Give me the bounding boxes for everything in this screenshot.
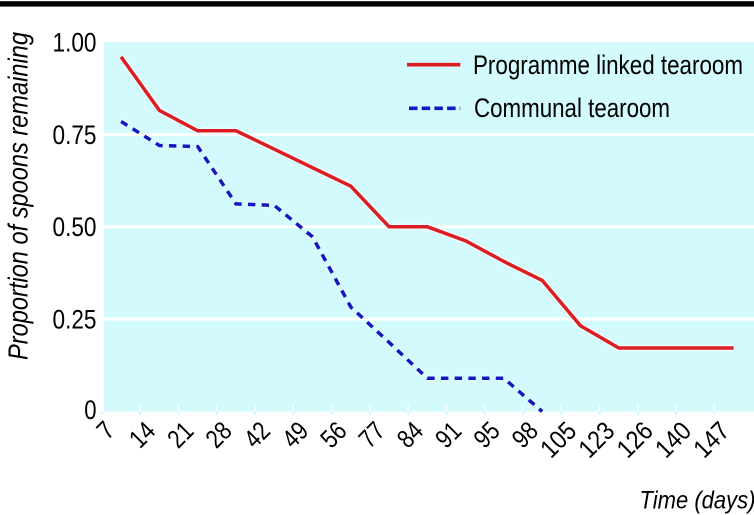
svg-text:42: 42 [238,416,276,454]
svg-text:7: 7 [90,415,120,445]
svg-text:77: 77 [353,416,391,454]
svg-text:49: 49 [276,416,314,454]
svg-text:Time (days): Time (days) [640,487,754,515]
svg-text:95: 95 [467,416,505,454]
svg-text:Proportion of spoons remaining: Proportion of spoons remaining [3,32,34,360]
svg-text:0.25: 0.25 [53,304,97,334]
svg-text:98: 98 [506,416,544,454]
svg-text:28: 28 [199,416,237,454]
svg-text:84: 84 [391,416,429,454]
svg-text:0.75: 0.75 [53,120,97,150]
svg-text:21: 21 [161,416,199,454]
svg-text:14: 14 [123,416,161,454]
svg-text:Programme linked tearoom: Programme linked tearoom [473,50,743,80]
svg-text:0.50: 0.50 [53,212,97,242]
svg-text:147: 147 [687,416,735,464]
svg-text:56: 56 [314,416,352,454]
svg-text:0: 0 [84,395,96,425]
svg-text:Communal tearoom: Communal tearoom [474,93,670,123]
svg-text:1.00: 1.00 [53,27,97,57]
svg-text:91: 91 [429,416,467,454]
